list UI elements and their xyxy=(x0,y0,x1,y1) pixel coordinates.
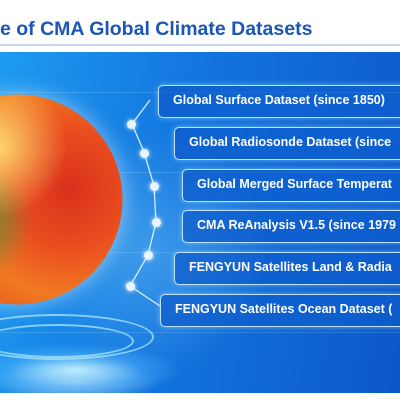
dataset-label-text: Global Merged Surface Temperat xyxy=(197,177,392,191)
connector-node xyxy=(140,149,149,158)
connector-lines xyxy=(129,99,161,307)
dataset-label-text: Global Surface Dataset (since 1850) xyxy=(173,93,385,107)
connector-node xyxy=(144,251,153,260)
dataset-label-text: FENGYUN Satellites Land & Radia xyxy=(189,260,392,274)
infographic-panel: Global Surface Dataset (since 1850) Glob… xyxy=(0,52,400,400)
dataset-label-global-radiosonde: Global Radiosonde Dataset (since xyxy=(174,127,400,160)
dataset-label-text: CMA ReAnalysis V1.5 (since 1979 xyxy=(197,218,396,232)
dataset-label-fengyun-ocean: FENGYUN Satellites Ocean Dataset ( xyxy=(160,294,400,327)
connector-node xyxy=(152,218,161,227)
connector-node xyxy=(126,282,135,291)
dataset-label-cma-reanalysis: CMA ReAnalysis V1.5 (since 1979 xyxy=(182,210,400,243)
connector-node xyxy=(127,120,136,129)
background-grid-line xyxy=(0,332,400,333)
title-divider xyxy=(0,44,400,46)
dataset-label-text: FENGYUN Satellites Ocean Dataset ( xyxy=(175,302,393,316)
dataset-label-global-surface: Global Surface Dataset (since 1850) xyxy=(158,85,400,118)
page-title: e of CMA Global Climate Datasets xyxy=(0,18,313,40)
orbit-ring xyxy=(0,324,134,358)
dataset-label-text: Global Radiosonde Dataset (since xyxy=(189,135,392,149)
dataset-label-fengyun-land-radiation: FENGYUN Satellites Land & Radia xyxy=(174,252,400,285)
orbit-ring xyxy=(0,314,154,360)
connector-node xyxy=(150,182,159,191)
bottom-margin xyxy=(0,393,400,400)
dataset-label-merged-surface-temperature: Global Merged Surface Temperat xyxy=(182,169,400,202)
